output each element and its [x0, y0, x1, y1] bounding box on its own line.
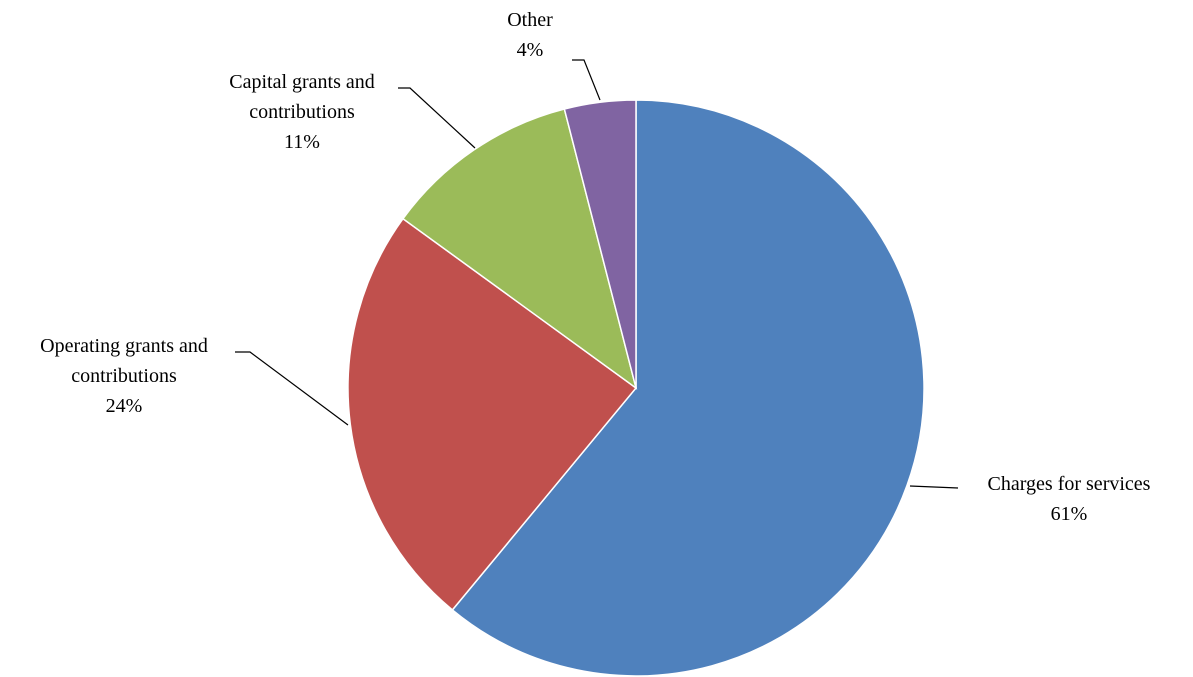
slice-name-line: Charges for services — [988, 473, 1151, 495]
leader-line-1 — [909, 485, 959, 489]
slice-percent-label: 4% — [517, 39, 544, 61]
slice-name-line: Other — [507, 9, 553, 31]
leader-line-4 — [572, 59, 601, 101]
pie-slice-1 — [451, 99, 925, 677]
slice-name-line: Capital grants and — [229, 71, 375, 93]
pie-slice-3 — [401, 108, 638, 390]
slice-labels: Charges for services 61% Operating grants … — [40, 9, 1151, 525]
slice-label-2: Operating grants and contributions 24% — [40, 335, 208, 417]
slice-label-3: Capital grants and contributions 11% — [229, 71, 375, 153]
slice-percent-label: 61% — [1051, 503, 1088, 525]
leader-line-3 — [398, 87, 476, 149]
slice-name-line: contributions — [71, 365, 177, 387]
pie-slice-4 — [563, 99, 637, 389]
leader-line-2 — [235, 351, 349, 426]
slice-label-4: Other 4% — [507, 9, 553, 61]
slice-name-line: contributions — [249, 101, 355, 123]
pie-slice-2 — [347, 217, 638, 611]
pie-slices — [347, 99, 925, 677]
leader-lines — [235, 59, 959, 489]
slice-name-line: Operating grants and — [40, 335, 208, 357]
slice-label-1: Charges for services 61% — [988, 473, 1151, 525]
slice-percent-label: 24% — [106, 395, 143, 417]
slice-percent-label: 11% — [284, 131, 320, 153]
